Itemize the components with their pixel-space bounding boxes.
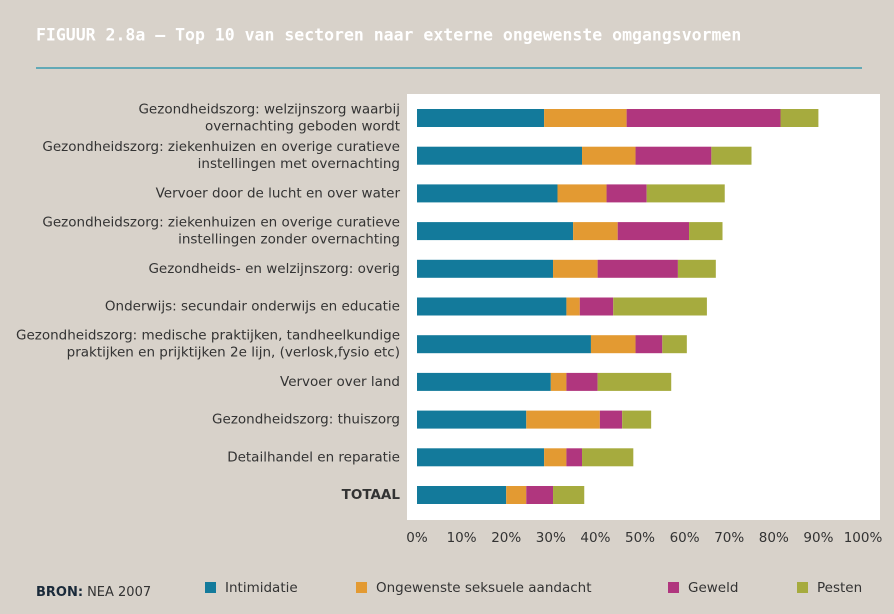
bar-segment — [677, 259, 716, 278]
bar-segment — [579, 297, 614, 316]
source-text: NEA 2007 — [87, 585, 151, 600]
bar-segment — [557, 184, 607, 203]
bar-segment — [550, 372, 567, 391]
bar-segment — [711, 146, 752, 165]
legend-label: Geweld — [688, 580, 738, 596]
x-tick-label: 20% — [491, 530, 521, 546]
category-label: Gezondheidszorg: ziekenhuizen en overige… — [42, 139, 400, 155]
x-tick-label: 80% — [759, 530, 789, 546]
chart-title: FIGUUR 2.8a – Top 10 van sectoren naar e… — [36, 26, 741, 45]
bar-segment — [526, 410, 600, 429]
x-tick-label: 90% — [803, 530, 833, 546]
legend-label: Intimidatie — [225, 580, 298, 596]
bar-segment — [622, 410, 652, 429]
bar-segment — [417, 372, 551, 391]
bar-segment — [582, 448, 634, 467]
category-label: overnachting geboden wordt — [205, 119, 400, 135]
bar-segment — [662, 335, 687, 354]
bar-segment — [544, 109, 627, 127]
category-label: Gezondheids- en welzijnszorg: overig — [148, 261, 400, 277]
bar-segment — [553, 486, 585, 504]
category-label: Detailhandel en reparatie — [227, 449, 400, 465]
bar-segment — [417, 259, 554, 278]
bar-segment — [417, 410, 527, 429]
category-label: Gezondheidszorg: medische praktijken, ta… — [16, 328, 400, 344]
bar-segment — [566, 372, 598, 391]
x-tick-label: 100% — [844, 530, 883, 546]
bar-segment — [597, 259, 678, 278]
legend-swatch — [205, 582, 216, 593]
source-label: BRON: — [36, 585, 83, 600]
bar-segment — [526, 486, 554, 504]
bar-segment — [590, 335, 636, 354]
category-label: Gezondheidszorg: ziekenhuizen en overige… — [42, 215, 400, 231]
bar-segment — [617, 222, 690, 241]
bar-segment — [599, 410, 623, 429]
bar-segment — [780, 109, 819, 127]
x-tick-label: 40% — [580, 530, 610, 546]
x-tick-label: 30% — [536, 530, 566, 546]
category-label: Onderwijs: secundair onderwijs en educat… — [105, 299, 400, 315]
category-label: praktijken en prijktijken 2e lijn, (verl… — [67, 345, 400, 361]
source: BRON: NEA 2007 — [36, 585, 151, 600]
bar-segment — [544, 448, 567, 467]
bar-segment — [417, 297, 567, 316]
legend-swatch — [668, 582, 679, 593]
category-label: TOTAAL — [342, 487, 401, 503]
category-label: Vervoer door de lucht en over water — [156, 185, 401, 201]
bar-segment — [417, 109, 545, 127]
category-label: instellingen zonder overnachting — [178, 232, 400, 248]
bar-segment — [417, 486, 507, 504]
x-tick-label: 60% — [670, 530, 700, 546]
bar-segment — [582, 146, 636, 165]
bar-segment — [597, 372, 672, 391]
bar-segment — [573, 222, 618, 241]
bar-segment — [613, 297, 707, 316]
bar-segment — [646, 184, 725, 203]
legend-swatch — [797, 582, 808, 593]
bar-segment — [566, 297, 580, 316]
bar-segment — [606, 184, 647, 203]
bar-segment — [417, 184, 558, 203]
legend-label: Pesten — [817, 580, 862, 596]
category-label: Vervoer over land — [280, 374, 400, 390]
bar-segment — [689, 222, 723, 241]
category-label: Gezondheidszorg: welzijnszorg waarbij — [138, 102, 400, 118]
x-tick-label: 10% — [447, 530, 477, 546]
x-tick-label: 70% — [714, 530, 744, 546]
bar-segment — [417, 146, 583, 165]
bar-segment — [635, 335, 663, 354]
category-label: Gezondheidszorg: thuiszorg — [212, 412, 400, 428]
x-tick-label: 50% — [625, 530, 655, 546]
bar-segment — [553, 259, 598, 278]
bar-segment — [417, 335, 591, 354]
category-label: instellingen met overnachting — [198, 156, 400, 172]
legend-label: Ongewenste seksuele aandacht — [376, 580, 592, 596]
bar-segment — [626, 109, 781, 127]
bar-segment — [506, 486, 527, 504]
bar-segment — [635, 146, 712, 165]
legend-swatch — [356, 582, 367, 593]
bar-segment — [417, 222, 574, 241]
bar-segment — [566, 448, 583, 467]
bar-segment — [417, 448, 545, 467]
x-tick-label: 0% — [406, 530, 428, 546]
